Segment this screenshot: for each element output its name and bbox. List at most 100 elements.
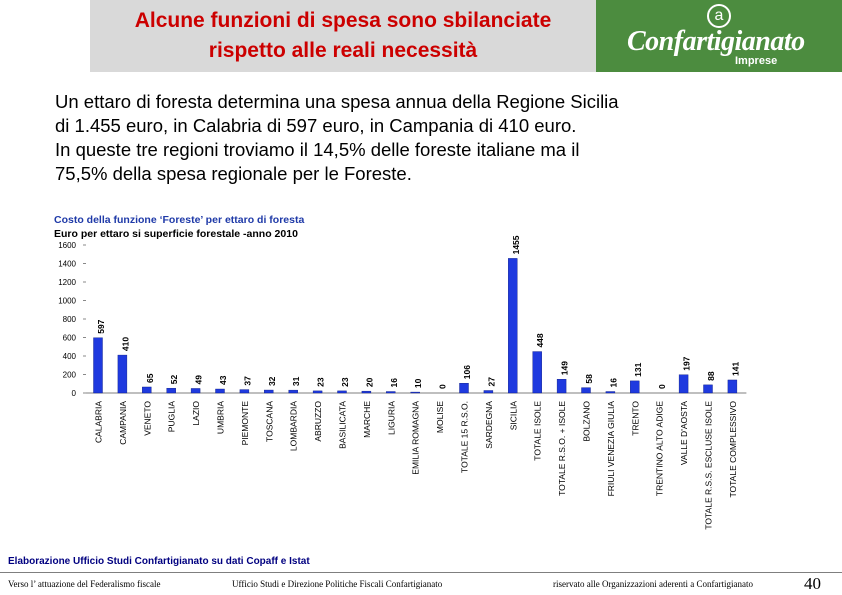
category-label-19: TOTALE R.S.O. + ISOLE <box>557 401 567 496</box>
category-label-20: BOLZANO <box>582 401 592 442</box>
category-label-23: TRENTINO ALTO ADIGE <box>655 401 665 496</box>
intro-line-4: 75,5% della spesa regionale per le Fores… <box>55 163 412 184</box>
value-label-5: 43 <box>218 375 228 385</box>
value-label-23: 0 <box>657 384 667 389</box>
value-label-4: 49 <box>194 375 204 385</box>
y-tick-label-6: 1200 <box>58 278 76 287</box>
header-left-blank <box>0 0 90 72</box>
category-label-11: MARCHE <box>362 401 372 438</box>
value-label-13: 10 <box>413 378 423 388</box>
bar-13 <box>410 391 420 394</box>
y-tick-label-0: 0 <box>72 389 77 398</box>
value-label-0: 597 <box>96 319 106 333</box>
value-label-6: 37 <box>242 376 252 386</box>
category-label-5: UMBRIA <box>216 401 226 434</box>
intro-line-1: Un ettaro di foresta determina una spesa… <box>55 91 619 112</box>
bar-17 <box>508 258 518 394</box>
bar-11 <box>361 390 372 394</box>
category-label-6: PIEMONTE <box>240 401 250 446</box>
bar-3 <box>166 387 176 394</box>
value-label-18: 448 <box>535 333 545 347</box>
category-label-2: VENETO <box>142 401 152 436</box>
category-label-9: ABRUZZO <box>313 401 323 442</box>
value-label-17: 1455 <box>511 235 521 254</box>
value-label-1: 410 <box>120 337 130 351</box>
bar-18 <box>532 351 542 394</box>
value-label-10: 23 <box>340 377 350 387</box>
category-label-21: FRIULI VENEZIA GIULIA <box>606 401 616 497</box>
value-labels: 597 410 65 52 49 43 37 32 31 23 23 20 16 10 0 106 27 1455… <box>96 235 740 389</box>
footer-left: Verso l’ attuazione del Federalismo fisc… <box>8 579 161 589</box>
category-label-24: VALLE D'AOSTA <box>679 401 689 465</box>
value-label-2: 65 <box>145 373 155 383</box>
value-label-16: 27 <box>486 377 496 387</box>
footer-divider <box>0 572 842 573</box>
value-label-8: 31 <box>291 376 301 386</box>
intro-line-3: In queste tre regioni troviamo il 14,5% … <box>55 139 580 160</box>
value-label-3: 52 <box>169 374 179 384</box>
category-label-3: PUGLIA <box>167 401 177 433</box>
bar-26 <box>727 379 738 394</box>
bar-2 <box>142 386 152 394</box>
chart-title: Costo della funzione ‘Foreste’ per ettar… <box>54 214 305 226</box>
y-tick-label-7: 1400 <box>58 260 76 269</box>
bar-12 <box>386 391 396 394</box>
category-label-0: CALABRIA <box>94 401 104 443</box>
bar-8 <box>288 389 298 394</box>
value-label-14: 0 <box>438 384 448 389</box>
y-tick-label-3: 600 <box>63 334 77 343</box>
value-label-26: 141 <box>730 362 740 376</box>
bar-4 <box>190 388 201 394</box>
y-tick-label-5: 1000 <box>58 297 76 306</box>
bar-22 <box>630 380 640 394</box>
value-label-12: 16 <box>389 378 399 388</box>
logo-symbol-icon: a <box>707 4 731 28</box>
y-tick-label-1: 200 <box>63 371 77 380</box>
category-label-14: MOLISE <box>435 401 445 433</box>
category-label-26: TOTALE COMPLESSIVO <box>728 401 738 498</box>
y-tick-label-4: 800 <box>63 315 77 324</box>
category-label-1: CAMPANIA <box>118 401 128 445</box>
category-label-18: TOTALE ISOLE <box>533 401 543 461</box>
value-label-9: 23 <box>316 377 326 387</box>
source-note: Elaborazione Ufficio Studi Confartigiana… <box>8 556 310 567</box>
logo-subtext: Imprese <box>735 55 778 67</box>
value-label-21: 16 <box>608 378 618 388</box>
bar-15 <box>459 382 469 394</box>
category-label-10: BASILICATA <box>338 401 348 449</box>
bar-24 <box>678 374 689 394</box>
intro-line-2: di 1.455 euro, in Calabria di 597 euro, … <box>55 115 577 136</box>
intro-paragraph: Un ettaro di foresta determina una spesa… <box>55 90 815 186</box>
bar-5 <box>215 388 225 394</box>
bar-25 <box>703 384 713 394</box>
category-label-13: EMILIA ROMAGNA <box>411 401 421 475</box>
category-label-16: SARDEGNA <box>484 401 494 449</box>
category-label-12: LIGURIA <box>386 401 396 435</box>
bar-6 <box>239 389 250 394</box>
logo-text: Confartigianato <box>627 26 805 57</box>
category-labels: CALABRIA CAMPANIA VENETO PUGLIA LAZIO UMBRIA P… <box>94 401 738 530</box>
value-label-15: 106 <box>462 365 472 379</box>
bar-7 <box>264 389 274 394</box>
value-label-19: 149 <box>560 361 570 375</box>
bar-10 <box>337 390 347 394</box>
chart-subtitle: Euro per ettaro si superficie forestale … <box>54 228 298 240</box>
footer-right: riservato alle Organizzazioni aderenti a… <box>553 579 753 589</box>
title-band <box>90 0 596 72</box>
value-label-11: 20 <box>364 377 374 387</box>
slide-title-line-2: rispetto alle reali necessità <box>208 39 478 62</box>
y-tick-label-2: 400 <box>63 352 77 361</box>
value-label-7: 32 <box>267 376 277 386</box>
value-label-22: 131 <box>633 362 643 376</box>
bars <box>93 258 738 394</box>
category-label-8: LOMBARDIA <box>289 401 299 451</box>
bar-16 <box>483 390 494 394</box>
category-label-22: TRENTO <box>630 401 640 436</box>
category-label-15: TOTALE 15 R.S.O. <box>460 401 470 473</box>
value-label-25: 88 <box>706 371 716 381</box>
y-tick-label-8: 1600 <box>58 241 76 250</box>
slide-title-line-1: Alcune funzioni di spesa sono sbilanciat… <box>134 9 552 32</box>
bar-21 <box>605 391 616 394</box>
category-label-17: SICILIA <box>508 401 518 431</box>
